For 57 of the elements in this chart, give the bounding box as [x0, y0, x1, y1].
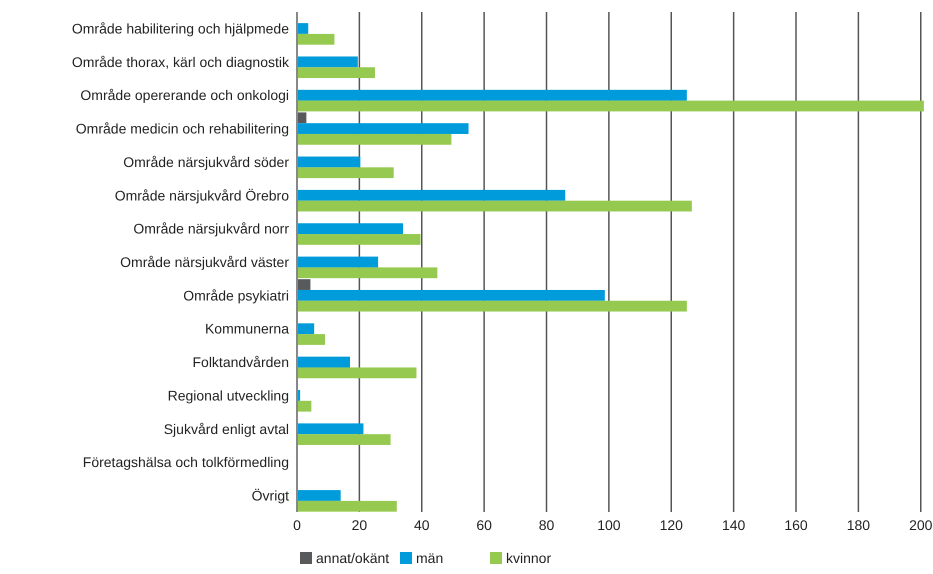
- bar: [297, 500, 397, 512]
- x-tick-label: 40: [414, 517, 430, 533]
- legend-label: män: [416, 550, 444, 566]
- legend-label: kvinnor: [506, 550, 552, 566]
- y-tick-label: Företagshälsa och tolkförmedling: [82, 454, 289, 470]
- x-tick-label: 200: [909, 517, 933, 533]
- x-tick-label: 80: [538, 517, 554, 533]
- bar: [297, 434, 391, 445]
- bar: [297, 134, 452, 145]
- bar: [297, 367, 416, 378]
- bar: [297, 334, 326, 345]
- y-tick-label: Område närsjukvård norr: [133, 220, 290, 237]
- x-tick-label: 60: [476, 517, 492, 533]
- y-tick-label: Övrigt: [252, 487, 290, 504]
- bar: [297, 123, 469, 134]
- bar: [297, 356, 350, 368]
- bar: [297, 167, 394, 178]
- x-tick-label: 140: [722, 517, 746, 533]
- bar: [297, 67, 375, 78]
- legend-label: annat/okänt: [316, 550, 390, 566]
- bar: [297, 234, 421, 245]
- x-tick-label: 0: [293, 517, 302, 533]
- bar: [297, 490, 341, 501]
- x-tick-label: 100: [597, 517, 621, 533]
- bar: [297, 23, 308, 34]
- bar: [297, 323, 314, 334]
- x-tick-label: 20: [352, 517, 368, 533]
- bar: [297, 56, 358, 68]
- y-tick-label: Område närsjukvård söder: [123, 154, 290, 170]
- bar: [297, 200, 692, 212]
- bar: [297, 223, 404, 234]
- bar: [297, 267, 438, 278]
- bar: [297, 256, 378, 268]
- y-tick-label: Folktandvården: [192, 354, 289, 370]
- bar: [297, 190, 566, 201]
- bar: [297, 156, 360, 168]
- y-tick-label: Område närsjukvård väster: [120, 254, 290, 270]
- y-tick-label: Kommunerna: [204, 320, 290, 337]
- y-tick-label: Område närsjukvård Örebro: [114, 187, 290, 204]
- bar: [297, 34, 334, 45]
- y-tick-label: Regional utveckling: [168, 387, 289, 404]
- bar: [297, 100, 924, 112]
- x-tick-label: 180: [846, 517, 870, 533]
- y-tick-label: Sjukvård enligt avtal: [164, 420, 289, 437]
- bar: [297, 279, 310, 290]
- y-tick-label: Område psykiatri: [183, 287, 289, 304]
- y-tick-label: Område thorax, kärl och diagnostik: [72, 54, 290, 70]
- bar: [297, 290, 605, 301]
- x-tick-label: 120: [660, 517, 684, 533]
- x-tick-label: 160: [784, 517, 808, 533]
- y-tick-label: Område medicin och rehabilitering: [76, 120, 289, 137]
- bar: [297, 300, 687, 312]
- bar: [297, 400, 312, 412]
- y-tick-label: Område opererande och onkologi: [80, 87, 289, 104]
- bar: [297, 423, 364, 434]
- y-tick-label: Område habilitering och hjälpmede: [72, 20, 290, 37]
- bar: [297, 90, 687, 101]
